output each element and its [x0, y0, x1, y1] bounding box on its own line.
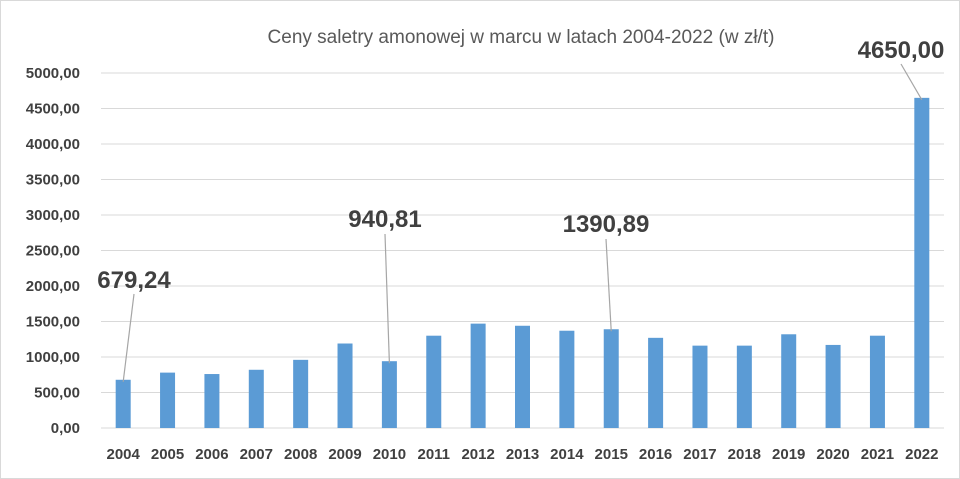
y-tick-label: 500,00 — [34, 385, 80, 402]
y-tick-label: 4500,00 — [26, 101, 80, 118]
bar-2009 — [337, 343, 353, 428]
callout-label: 679,24 — [97, 267, 171, 294]
x-category-label: 2021 — [861, 446, 894, 463]
callout-leader-line — [122, 293, 135, 382]
x-category-label: 2020 — [816, 446, 849, 463]
x-category-label: 2012 — [461, 446, 494, 463]
callout-label: 1390,89 — [563, 211, 650, 238]
bar-2013 — [515, 325, 530, 428]
x-category-label: 2022 — [905, 446, 938, 463]
chart-title: Ceny saletry amonowej w marcu w latach 2… — [268, 27, 775, 48]
bar-2022 — [914, 97, 930, 428]
callout-leader-line — [605, 238, 612, 332]
y-tick-label: 3500,00 — [26, 172, 80, 189]
x-category-label: 2016 — [639, 446, 672, 463]
x-category-label: 2007 — [240, 446, 273, 463]
y-tick-label: 5000,00 — [26, 65, 80, 82]
bars — [115, 97, 930, 428]
x-category-label: 2013 — [506, 446, 539, 463]
y-tick-label: 2000,00 — [26, 278, 80, 295]
bar-2007 — [248, 369, 264, 428]
y-tick-label: 3000,00 — [26, 207, 80, 224]
bar-2018 — [736, 345, 752, 428]
x-category-label: 2014 — [550, 446, 584, 463]
x-category-label: 2009 — [328, 446, 361, 463]
y-axis-ticks: 0,00 500,00 1000,00 1500,00 2000,00 2500,00 30… — [26, 65, 80, 437]
bar-2016 — [648, 337, 664, 428]
y-tick-label: 2500,00 — [26, 243, 80, 260]
bar-2021 — [869, 335, 885, 428]
bar-2012 — [470, 323, 486, 428]
y-tick-label: 1500,00 — [26, 314, 80, 331]
bar-2005 — [160, 372, 176, 428]
x-category-label: 2010 — [373, 446, 406, 463]
bar-2019 — [781, 334, 797, 428]
callout-leader-line — [900, 63, 923, 101]
x-category-label: 2019 — [772, 446, 805, 463]
x-category-label: 2015 — [595, 446, 628, 463]
bar-2008 — [293, 359, 309, 428]
y-tick-label: 1000,00 — [26, 349, 80, 366]
y-tick-label: 4000,00 — [26, 136, 80, 153]
x-axis-categories: 2004 2005 2006 2007 2008 2009 2010 2011 2012 2013… — [106, 446, 938, 463]
x-category-label: 2017 — [683, 446, 716, 463]
bar-2017 — [692, 345, 708, 428]
bar-2004 — [115, 379, 131, 428]
callout-label: 4650,00 — [858, 37, 945, 64]
bar-2015 — [603, 329, 619, 428]
data-callouts: 679,24 940,81 1390,89 4650,00 — [97, 37, 944, 382]
bar-2006 — [204, 374, 220, 428]
bar-2010 — [381, 361, 397, 428]
x-category-label: 2018 — [728, 446, 761, 463]
callout-leader-line — [384, 233, 390, 364]
x-category-label: 2005 — [151, 446, 184, 463]
bar-2014 — [559, 330, 575, 428]
bar-2020 — [825, 344, 841, 428]
x-category-label: 2011 — [417, 446, 450, 463]
gridlines — [101, 72, 944, 429]
x-category-label: 2006 — [195, 446, 228, 463]
callout-label: 940,81 — [348, 206, 421, 233]
x-category-label: 2004 — [106, 446, 140, 463]
bar-2011 — [426, 335, 442, 428]
y-tick-label: 0,00 — [51, 420, 80, 437]
x-category-label: 2008 — [284, 446, 317, 463]
